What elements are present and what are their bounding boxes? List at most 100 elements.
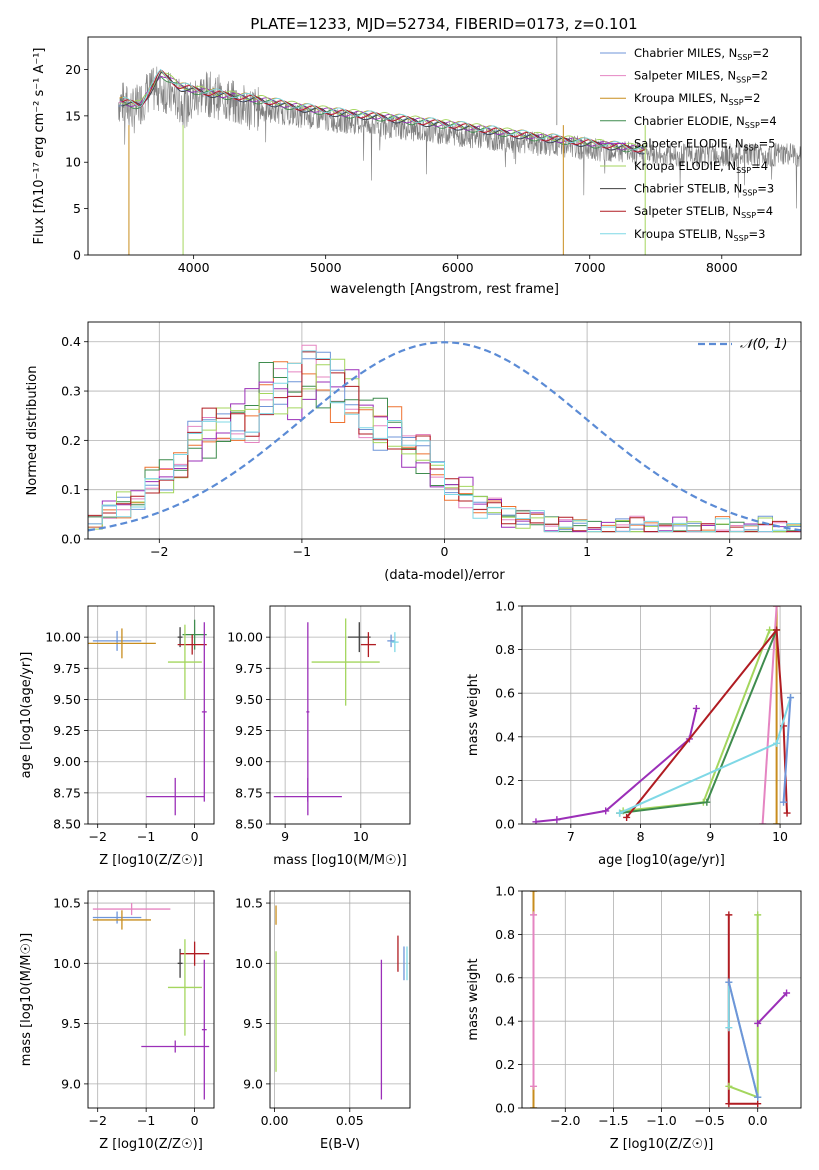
mass-weight-line bbox=[727, 981, 759, 1098]
x-tick-label: −1 bbox=[293, 544, 311, 559]
figure-title: PLATE=1233, MJD=52734, FIBERID=0173, z=0… bbox=[250, 15, 637, 33]
y-tick-label: 10.00 bbox=[45, 630, 81, 645]
plot-area bbox=[92, 903, 210, 1100]
y-tick-label: 1.0 bbox=[495, 599, 515, 614]
axes-frame bbox=[87, 36, 802, 256]
mass-weight-marker bbox=[754, 1019, 762, 1027]
y-tick-label: 5 bbox=[73, 201, 81, 216]
age-vs-metallicity-panel: −2 −1 0 8.50 8.75 9.00 9.25 9.50 9.75 10.00 Z [log… bbox=[19, 605, 215, 868]
model-spectrum-line bbox=[121, 71, 645, 155]
legend-label: Kroupa STELIB, NSSP=3 bbox=[634, 227, 765, 243]
y-tick-label: 0.2 bbox=[495, 773, 515, 788]
axes-frame bbox=[87, 605, 215, 825]
x-axis-label: mass [log10(M/M☉)] bbox=[273, 853, 406, 868]
axes-frame bbox=[269, 890, 411, 1109]
gaussian-curve bbox=[88, 341, 801, 532]
y-tick-label: 0.1 bbox=[61, 482, 81, 497]
x-tick-label: 4000 bbox=[178, 260, 210, 275]
x-tick-label: −2.0 bbox=[550, 1113, 580, 1128]
model-spectrum-line bbox=[121, 69, 646, 153]
gridlines bbox=[270, 606, 410, 825]
y-tick-label: 9.50 bbox=[235, 692, 263, 707]
mass-weight-marker bbox=[773, 626, 781, 634]
plot-area bbox=[88, 619, 207, 816]
spectrum-panel: 4000 5000 6000 7000 8000 0 5 10 15 20 wavelength [… bbox=[32, 36, 802, 297]
x-tick-label: −1 bbox=[137, 1113, 155, 1128]
y-tick-label: 0.0 bbox=[495, 1101, 515, 1116]
x-axis-label: Z [log10(Z/Z☉)] bbox=[610, 1137, 714, 1152]
plot-area bbox=[88, 341, 801, 539]
y-tick-label: 1.0 bbox=[495, 884, 515, 899]
axes-frame bbox=[87, 890, 215, 1109]
x-tick-label: 0 bbox=[441, 544, 449, 559]
x-tick-label: 9 bbox=[706, 829, 714, 844]
y-tick-label: 0.6 bbox=[495, 970, 515, 985]
age-vs-mass-panel: 9 10 8.50 8.75 9.00 9.25 9.50 9.75 10.00 mass [lo… bbox=[227, 605, 411, 868]
y-tick-label: 0.4 bbox=[61, 334, 81, 349]
y-tick-label: 0.0 bbox=[495, 817, 515, 832]
y-tick-label: 10.0 bbox=[53, 956, 81, 971]
x-tick-label: 0 bbox=[191, 829, 199, 844]
y-tick-label: 8.50 bbox=[235, 817, 263, 832]
y-tick-label: 8.75 bbox=[235, 785, 263, 800]
y-tick-label: 0.4 bbox=[495, 1014, 515, 1029]
x-tick-label: −1.0 bbox=[646, 1113, 676, 1128]
x-axis-label: E(B-V) bbox=[320, 1137, 360, 1152]
mass-weight-marker bbox=[692, 704, 700, 712]
mass-weight-marker bbox=[725, 1100, 733, 1108]
mass-weight-marker bbox=[780, 798, 788, 806]
y-tick-label: 0.2 bbox=[61, 433, 81, 448]
x-tick-label: −2 bbox=[88, 829, 106, 844]
mass-weight-marker bbox=[725, 1024, 733, 1032]
plot-background bbox=[88, 606, 214, 824]
x-axis-label: wavelength [Angstrom, rest frame] bbox=[330, 282, 559, 297]
x-tick-label: 7000 bbox=[574, 260, 606, 275]
mass-weight-marker bbox=[623, 813, 631, 821]
plot-area bbox=[118, 37, 801, 255]
mass-weight-marker bbox=[773, 820, 781, 824]
mass-weight-line bbox=[761, 606, 778, 824]
x-tick-label: −0.5 bbox=[694, 1113, 724, 1128]
y-tick-label: 10.5 bbox=[235, 896, 263, 911]
histogram-series bbox=[88, 350, 801, 539]
y-axis-label: Normed distribution bbox=[25, 366, 40, 496]
gridlines bbox=[88, 891, 214, 1108]
axes-frame bbox=[87, 321, 802, 540]
y-axis-label: Flux [fλ10⁻¹⁷ erg cm⁻² s⁻¹ A⁻¹] bbox=[32, 48, 47, 245]
mass-weight-marker bbox=[616, 809, 624, 817]
axes-frame bbox=[521, 890, 802, 1109]
mass-weight-marker bbox=[783, 809, 791, 817]
mass-weight-marker bbox=[602, 807, 610, 815]
y-tick-label: 9.75 bbox=[53, 661, 81, 676]
mass-weight-marker bbox=[725, 978, 733, 986]
mass-weight-marker bbox=[530, 1082, 538, 1090]
y-tick-label: 0.3 bbox=[61, 384, 81, 399]
observed-spectrum-line bbox=[118, 66, 801, 209]
y-tick-label: 9.25 bbox=[235, 723, 263, 738]
x-tick-label: 0.0 bbox=[748, 1113, 768, 1128]
mass-weight-marker bbox=[530, 1104, 538, 1108]
mass-weight-marker bbox=[759, 820, 767, 824]
mass-vs-ebv-panel: 0.00 0.05 9.0 9.5 10.0 10.5 E(B-V) bbox=[235, 890, 411, 1152]
x-tick-label: 8 bbox=[637, 829, 645, 844]
x-tick-label: −2 bbox=[150, 544, 168, 559]
legend-label: Salpeter STELIB, NSSP=4 bbox=[634, 204, 773, 220]
mass-weight-marker bbox=[754, 1100, 762, 1108]
y-tick-label: 0 bbox=[73, 248, 81, 263]
y-tick-label: 10.5 bbox=[53, 896, 81, 911]
mass-weight-vs-age-panel: 7 8 9 10 0.0 0.2 0.4 0.6 0.8 1.0 age [log10(age/yr… bbox=[466, 599, 802, 868]
plot-background bbox=[270, 891, 410, 1108]
model-spectrum-line bbox=[122, 68, 645, 151]
y-tick-label: 9.0 bbox=[61, 1076, 81, 1091]
mass-weight-marker bbox=[787, 694, 795, 702]
x-tick-label: 2 bbox=[726, 544, 734, 559]
y-axis-label: age [log10(age/yr)] bbox=[19, 652, 34, 779]
y-tick-label: 8.50 bbox=[53, 817, 81, 832]
y-axis-label: mass weight bbox=[466, 674, 481, 756]
x-tick-label: −1 bbox=[137, 829, 155, 844]
x-tick-label: −1.5 bbox=[598, 1113, 628, 1128]
x-tick-label: 8000 bbox=[706, 260, 738, 275]
mass-weight-marker bbox=[553, 816, 561, 824]
x-tick-label: −2 bbox=[88, 1113, 106, 1128]
mass-weight-marker bbox=[766, 626, 774, 634]
